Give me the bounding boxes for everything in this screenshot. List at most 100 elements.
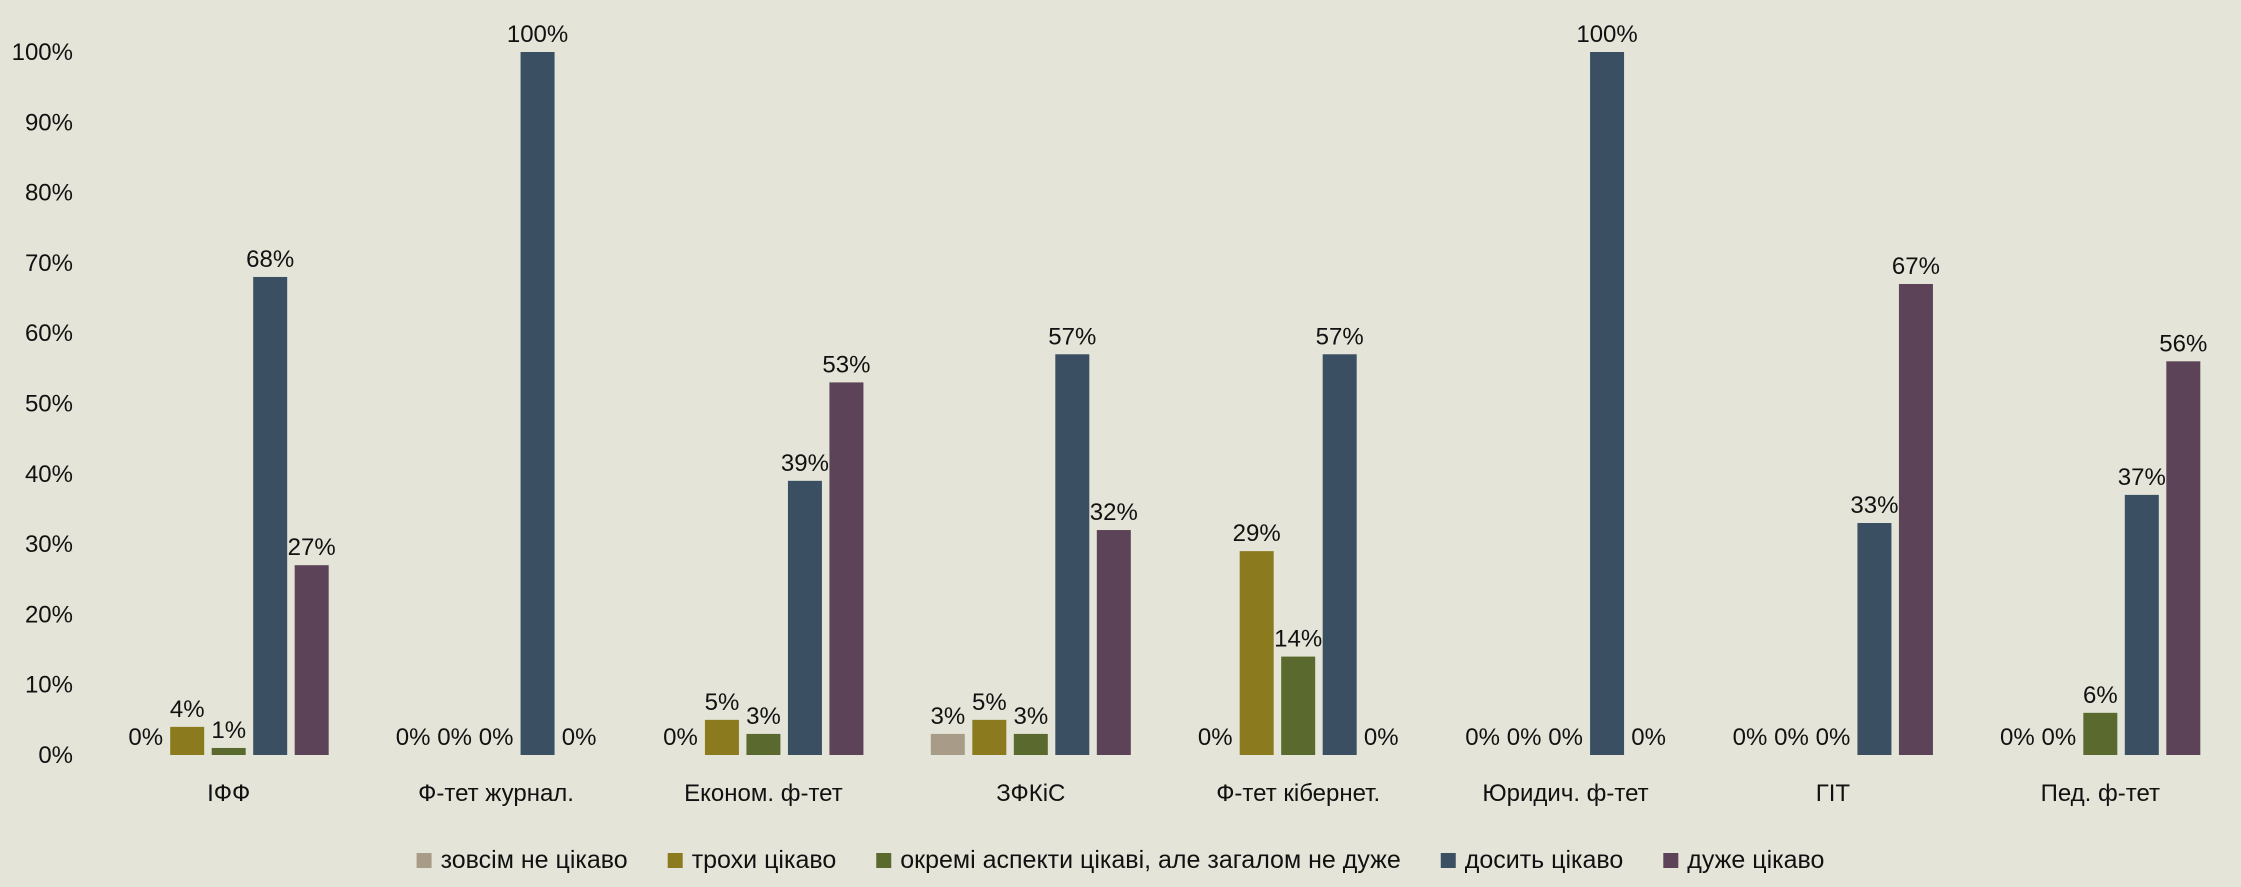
data-label: 14%	[1274, 626, 1322, 653]
data-label: 29%	[1233, 520, 1281, 547]
data-label: 5%	[705, 689, 740, 716]
bar	[1322, 354, 1357, 755]
legend-swatch	[1663, 853, 1679, 868]
legend-swatch	[876, 853, 892, 868]
y-axis: 0% 10% 20% 30% 40% 50% 60% 70% 80% 90% 100%	[12, 39, 73, 769]
legend-item: досить цікаво	[1440, 846, 1624, 874]
data-label: 37%	[2118, 464, 2166, 491]
y-tick-label: 80%	[25, 180, 73, 207]
bar	[2083, 712, 2118, 755]
bar	[1096, 530, 1131, 755]
bar	[829, 382, 864, 755]
category-label: Ф-тет журнал.	[418, 780, 574, 807]
category-label: Юридич. ф-тет	[1482, 780, 1648, 807]
category-label: Економ. ф-тет	[684, 780, 843, 807]
data-labels-group: 0%4%1%68%27%0% 0% 0%100%0% 0%5%3%39%53%3%5%…	[128, 21, 2207, 751]
y-tick-label: 60%	[25, 320, 73, 347]
legend-item: трохи цікаво	[667, 846, 836, 874]
legend-label: окремі аспекти цікаві, але загалом не ду…	[900, 846, 1401, 874]
data-label: 3%	[746, 703, 781, 730]
y-tick-label: 100%	[12, 39, 73, 66]
data-label: 67%	[1892, 253, 1940, 280]
bar	[2166, 361, 2201, 755]
legend-label: зовсім не цікаво	[441, 846, 628, 874]
legend-label: дуже цікаво	[1687, 846, 1824, 874]
data-label: 0%	[1198, 724, 1233, 751]
data-label: 100%	[507, 21, 568, 48]
bar	[2124, 494, 2159, 755]
data-label: 0%	[1631, 724, 1666, 751]
data-label: 27%	[288, 534, 336, 561]
legend-item: дуже цікаво	[1663, 846, 1824, 874]
data-label: 0%	[1465, 724, 1500, 751]
bar	[1239, 551, 1274, 755]
data-label: 4%	[170, 696, 205, 723]
data-label: 0%	[128, 724, 163, 751]
bar	[211, 747, 246, 755]
data-label: 57%	[1316, 323, 1364, 350]
category-label: ЗФКіС	[996, 780, 1065, 807]
legend-swatch	[1440, 853, 1456, 868]
data-label: 56%	[2159, 330, 2207, 357]
data-label: 0%	[396, 724, 431, 751]
data-label: 3%	[1013, 703, 1048, 730]
data-label: 53%	[822, 351, 870, 378]
data-label: 57%	[1048, 323, 1096, 350]
bar	[972, 719, 1007, 755]
bar	[253, 276, 288, 755]
y-tick-label: 40%	[25, 461, 73, 488]
bar	[746, 733, 781, 755]
category-label: ГІТ	[1816, 780, 1851, 807]
y-tick-label: 30%	[25, 531, 73, 558]
category-label: ІФФ	[207, 780, 250, 807]
legend-label: досить цікаво	[1465, 846, 1624, 874]
legend-item: окремі аспекти цікаві, але загалом не ду…	[876, 846, 1401, 874]
legend: зовсім не цікаво трохи цікаво окремі аспек…	[416, 846, 1824, 874]
data-label: 0%	[562, 724, 597, 751]
data-label: 0%	[2000, 724, 2035, 751]
data-label: 0%	[479, 724, 514, 751]
bar	[1898, 283, 1933, 755]
bar	[1857, 523, 1892, 755]
data-label: 1%	[211, 717, 246, 744]
x-axis: ІФФ Ф-тет журнал. Економ. ф-тет ЗФКіС Ф-тет …	[207, 780, 2160, 807]
bar	[787, 480, 822, 755]
data-label: 0%	[1816, 724, 1851, 751]
category-label: Ф-тет кібернет.	[1216, 780, 1380, 807]
data-label: 5%	[972, 689, 1007, 716]
data-label: 68%	[246, 246, 294, 273]
data-label: 32%	[1090, 499, 1138, 526]
bar	[930, 733, 965, 755]
bar	[1590, 52, 1625, 755]
data-label: 0%	[1507, 724, 1542, 751]
data-label: 0%	[1548, 724, 1583, 751]
y-tick-label: 90%	[25, 109, 73, 136]
data-label: 0%	[663, 724, 698, 751]
category-label: Пед. ф-тет	[2041, 780, 2160, 807]
bar	[704, 719, 739, 755]
bar	[170, 726, 205, 755]
data-label: 39%	[781, 450, 829, 477]
legend-item: зовсім не цікаво	[416, 846, 628, 874]
data-label: 6%	[2083, 682, 2118, 709]
bar	[1281, 656, 1316, 755]
data-label: 100%	[1576, 21, 1637, 48]
bar	[294, 565, 329, 755]
y-tick-label: 70%	[25, 250, 73, 277]
legend-swatch	[416, 853, 432, 868]
data-label: 0%	[437, 724, 472, 751]
y-tick-label: 20%	[25, 601, 73, 628]
legend-swatch	[667, 853, 683, 868]
data-label: 0%	[1733, 724, 1768, 751]
data-label: 3%	[930, 703, 965, 730]
data-label: 0%	[1774, 724, 1809, 751]
y-tick-label: 50%	[25, 391, 73, 418]
bar	[520, 52, 555, 755]
bar	[1055, 354, 1090, 755]
data-label: 0%	[2041, 724, 2076, 751]
y-tick-label: 0%	[38, 742, 73, 769]
bars-group	[170, 52, 2201, 755]
data-label: 0%	[1364, 724, 1399, 751]
